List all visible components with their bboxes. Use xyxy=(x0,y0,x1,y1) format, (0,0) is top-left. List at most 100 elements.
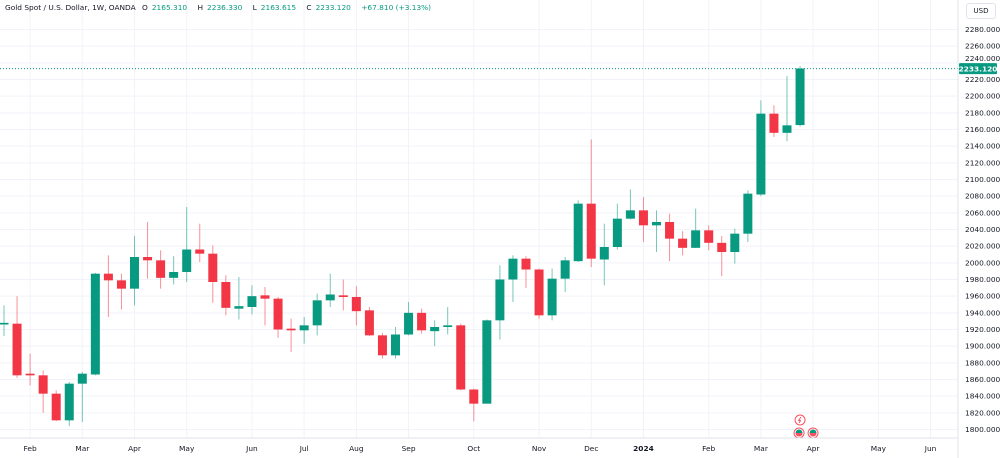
candle xyxy=(612,203,622,250)
candle xyxy=(221,275,231,316)
candle xyxy=(299,317,309,344)
candle-body xyxy=(234,306,244,309)
y-tick-label: 1940.000 xyxy=(965,308,1000,317)
currency-button[interactable]: USD xyxy=(966,3,996,19)
candle xyxy=(469,388,479,422)
candle-body xyxy=(417,312,427,331)
candle xyxy=(364,307,374,337)
candle xyxy=(730,228,740,264)
x-tick-label: Mar xyxy=(75,444,90,453)
candle-body xyxy=(521,258,531,270)
x-tick-label: Mar xyxy=(754,444,769,453)
candle xyxy=(260,287,270,326)
candle xyxy=(247,285,257,315)
flag-glyph xyxy=(809,433,817,437)
flag-icon[interactable] xyxy=(807,427,819,439)
y-tick-label: 2040.000 xyxy=(965,225,1000,234)
chart-legend: Gold Spot / U.S. Dollar, 1W, OANDA O 2165… xyxy=(5,3,435,12)
ohlc-open: O 2165.310 xyxy=(142,3,188,12)
ohlc-high: H 2236.330 xyxy=(197,3,243,12)
event-markers xyxy=(793,414,819,439)
candle-body xyxy=(534,269,544,316)
candle xyxy=(691,208,701,248)
y-tick-label: 2160.000 xyxy=(965,125,1000,134)
candle xyxy=(338,279,348,311)
candle xyxy=(64,382,74,427)
y-tick-label: 2220.000 xyxy=(965,75,1000,84)
flag-glyph xyxy=(809,429,817,433)
last-price-label: 2233.120 xyxy=(959,64,998,73)
last-price-line: 2233.120 xyxy=(0,63,998,75)
y-tick-label: 2260.000 xyxy=(965,42,1000,51)
x-tick-label: Jun xyxy=(245,444,258,453)
candle-body xyxy=(691,230,701,248)
candle xyxy=(625,189,635,220)
time-axis[interactable]: Feb Mar Apr May Jun Jul Aug Sep Oct Nov Dec 2024 Feb… xyxy=(24,444,937,453)
candle-body xyxy=(782,125,792,133)
candle-body xyxy=(0,322,9,325)
y-tick-label: 1840.000 xyxy=(965,392,1000,401)
candle xyxy=(90,272,100,376)
candle-body xyxy=(247,296,257,307)
ohlc-close: C 2233.120 xyxy=(306,3,351,12)
candle xyxy=(534,268,544,319)
ohlc-low: L 2163.615 xyxy=(252,3,297,12)
candle-body xyxy=(325,294,335,301)
y-tick-label: 2120.000 xyxy=(965,158,1000,167)
candle xyxy=(77,372,87,422)
candle-body xyxy=(482,320,492,404)
candle-body xyxy=(495,279,505,321)
flag-icon[interactable] xyxy=(793,427,805,439)
candle xyxy=(116,273,126,310)
candle-body xyxy=(769,113,779,133)
candle-body xyxy=(599,247,609,260)
candle xyxy=(325,273,335,307)
x-tick-label: May xyxy=(179,444,195,453)
x-tick-label: Dec xyxy=(584,444,598,453)
y-tick-label: 1800.000 xyxy=(965,425,1000,434)
candle-body xyxy=(377,335,387,356)
candle xyxy=(417,308,427,334)
candle-body xyxy=(12,323,22,376)
candle-body xyxy=(430,327,440,332)
candle xyxy=(678,231,688,256)
candle xyxy=(404,302,414,336)
candle xyxy=(599,223,609,286)
y-tick-label: 1900.000 xyxy=(965,342,1000,351)
y-tick-label: 2280.000 xyxy=(965,25,1000,34)
candle-body xyxy=(560,260,570,279)
event-marker-circle xyxy=(794,414,806,426)
y-tick-label: 1820.000 xyxy=(965,408,1000,417)
lightning-glyph xyxy=(797,416,802,424)
candle-body xyxy=(795,68,805,126)
candle-body xyxy=(508,258,518,280)
y-tick-label: 2100.000 xyxy=(965,175,1000,184)
candle-body xyxy=(169,272,179,278)
candle-body xyxy=(312,300,322,326)
candle-body xyxy=(260,295,270,299)
candle-body xyxy=(116,280,126,289)
candle xyxy=(573,200,583,262)
candle-body xyxy=(273,298,283,330)
candle xyxy=(351,286,361,326)
x-tick-label: Oct xyxy=(467,444,480,453)
candle-body xyxy=(51,393,61,421)
candle xyxy=(782,76,792,142)
candle xyxy=(182,207,192,282)
x-tick-label: Apr xyxy=(128,444,142,453)
candle-body xyxy=(156,260,166,278)
ohlc-change: +67.810 (+3.13%) xyxy=(361,3,432,12)
x-tick-label: Nov xyxy=(532,444,547,453)
lightning-icon[interactable] xyxy=(794,414,806,426)
candle-body xyxy=(730,233,740,252)
candle xyxy=(560,257,570,292)
candle xyxy=(652,210,661,252)
candle-body xyxy=(64,383,74,421)
candle-body xyxy=(391,334,400,356)
y-tick-label: 1880.000 xyxy=(965,358,1000,367)
candle xyxy=(430,320,440,347)
candle-body xyxy=(404,312,414,335)
price-axis[interactable]: 2280.000 2260.000 2240.000 2220.000 2200.000… xyxy=(965,25,1000,434)
candle-body xyxy=(456,325,466,390)
